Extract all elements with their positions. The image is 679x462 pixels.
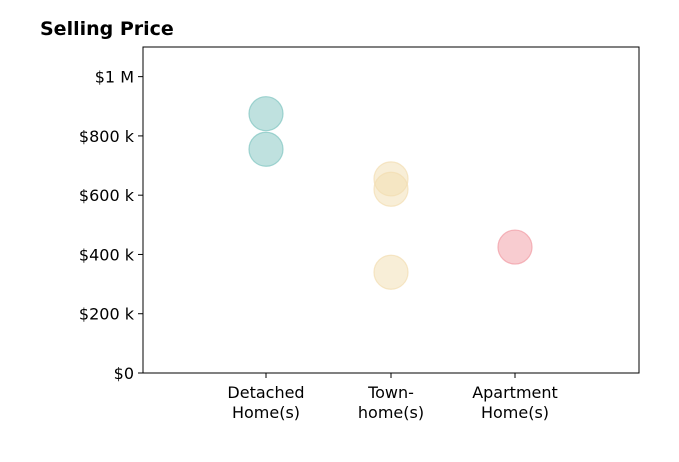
x-tick-label: Town- [367, 383, 414, 402]
plot-frame [142, 46, 640, 374]
y-tick-label: $800 k [79, 127, 135, 146]
x-tick-label: Home(s) [481, 403, 549, 422]
chart-title: Selling Price [40, 18, 174, 40]
data-point [373, 254, 409, 290]
data-point [373, 171, 409, 207]
x-axis: DetachedHome(s)Town-home(s)ApartmentHome… [227, 373, 558, 422]
data-point [497, 229, 533, 265]
y-axis: $0 $200 k $400 k $600 k $800 k $1 M [79, 68, 143, 383]
x-tick-label: Detached [227, 383, 304, 402]
data-point [248, 96, 284, 132]
data-points [248, 96, 533, 290]
data-point [248, 131, 284, 167]
y-tick-label: $0 [114, 364, 134, 383]
x-tick-label: home(s) [358, 403, 424, 422]
y-tick-label: $600 k [79, 186, 135, 205]
x-tick-label: Home(s) [232, 403, 300, 422]
y-tick-label: $400 k [79, 245, 135, 264]
y-tick-label: $200 k [79, 305, 135, 324]
y-tick-label: $1 M [95, 68, 134, 87]
x-tick-label: Apartment [472, 383, 558, 402]
